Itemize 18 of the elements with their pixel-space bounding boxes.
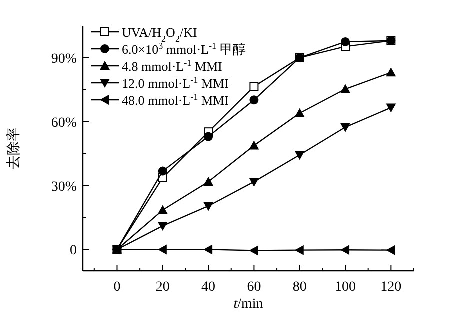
- legend-label: UVA/H$_{2}$O$_{2}$/KI: [122, 25, 198, 44]
- y-tick-label: 90%: [51, 52, 78, 67]
- legend-label: 6.0×10$^{3}$ mmol·L$^{-1}$ 甲醇: [122, 41, 246, 57]
- x-tick-label: 20: [156, 280, 170, 295]
- y-axis-title: 去除率: [6, 128, 22, 170]
- x-tick-label: 100: [335, 280, 356, 295]
- y-tick-label: 30%: [51, 180, 78, 195]
- legend-label: 4.8 mmol·L$^{-1}$ MMI: [122, 58, 222, 74]
- y-tick-label: 60%: [51, 116, 78, 131]
- x-tick-label: 60: [247, 280, 262, 295]
- x-tick-label: 40: [202, 280, 216, 295]
- x-tick-label: 120: [380, 280, 402, 295]
- x-tick-label: 80: [292, 280, 307, 295]
- x-axis-title: t/min: [234, 297, 264, 312]
- legend-label: 48.0 mmol·L$^{-1}$ MMI: [122, 92, 229, 108]
- x-tick-label: 0: [114, 280, 121, 295]
- legend-label: 12.0 mmol·L$^{-1}$ MMI: [122, 75, 229, 91]
- y-tick-label: 0: [70, 244, 77, 259]
